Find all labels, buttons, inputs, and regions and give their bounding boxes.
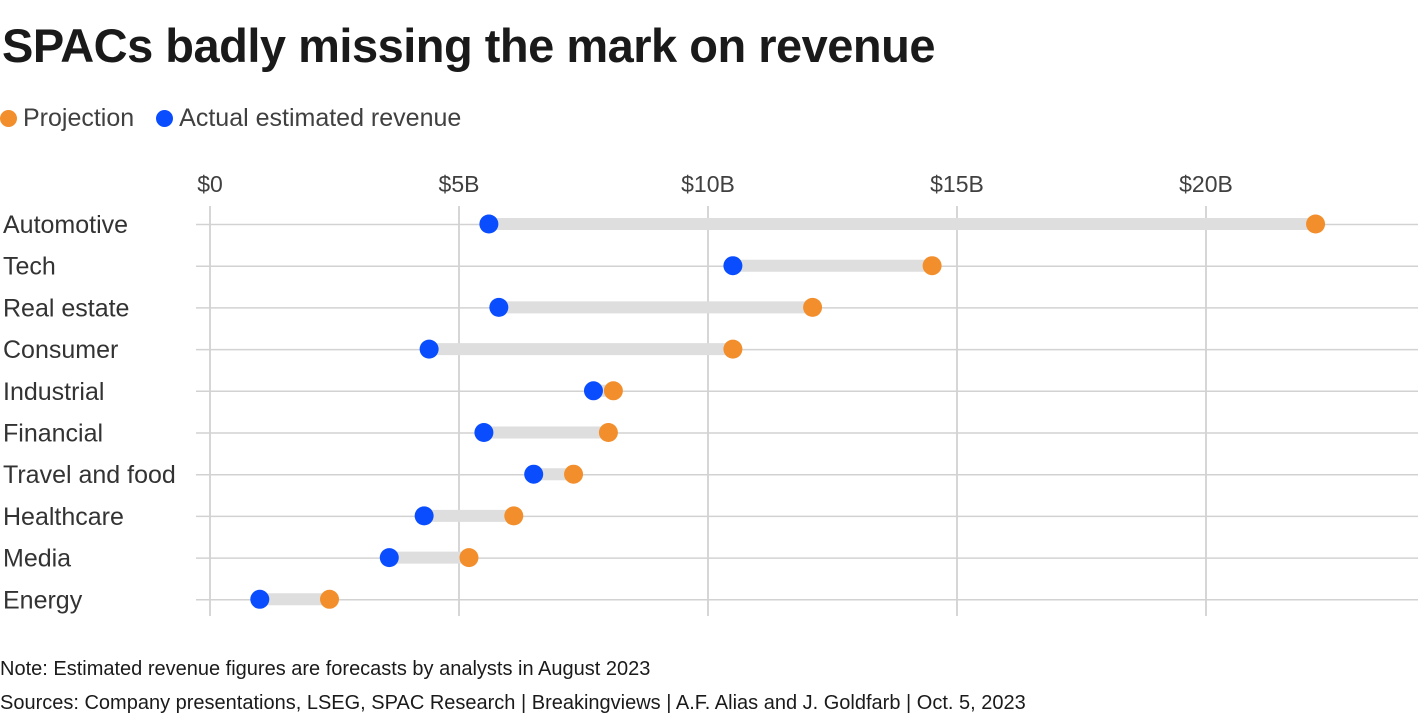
projection-point bbox=[803, 297, 823, 317]
chart-note: Note: Estimated revenue figures are fore… bbox=[0, 658, 651, 680]
projection-point bbox=[598, 423, 618, 442]
actual-point bbox=[250, 589, 270, 609]
x-tick-label: $10B bbox=[681, 171, 735, 197]
actual-point bbox=[474, 423, 494, 442]
legend-item-projection: Projection bbox=[0, 104, 134, 133]
projection-point bbox=[459, 548, 479, 568]
actual-point bbox=[479, 214, 499, 234]
actual-point bbox=[723, 256, 743, 276]
category-label: Travel and food bbox=[3, 461, 176, 489]
projection-point bbox=[1306, 214, 1326, 234]
actual-point bbox=[379, 548, 399, 568]
legend-label-actual: Actual estimated revenue bbox=[179, 104, 462, 132]
projection-point bbox=[564, 464, 584, 484]
chart-title: SPACs badly missing the mark on revenue bbox=[2, 19, 935, 72]
actual-point bbox=[419, 339, 439, 359]
actual-point bbox=[414, 506, 434, 526]
category-label: Media bbox=[3, 545, 71, 573]
dumbbell-chart: $0 $5B $10B $15B $20B Automotive Tech Real est… bbox=[3, 171, 1418, 616]
category-label: Tech bbox=[3, 253, 56, 281]
data-points bbox=[250, 214, 1326, 609]
projection-point bbox=[504, 506, 524, 526]
category-label: Energy bbox=[3, 586, 83, 614]
projection-point bbox=[320, 589, 340, 609]
legend-label-projection: Projection bbox=[23, 104, 135, 132]
category-labels: Automotive Tech Real estate Consumer Industr… bbox=[3, 211, 176, 614]
actual-point bbox=[583, 381, 603, 401]
x-tick-label: $5B bbox=[439, 171, 480, 197]
actual-point bbox=[489, 297, 509, 317]
category-label: Real estate bbox=[3, 294, 129, 322]
actual-point bbox=[524, 464, 544, 484]
legend-dot-actual-icon bbox=[156, 110, 174, 127]
legend-item-actual: Actual estimated revenue bbox=[156, 104, 461, 133]
legend: Projection Actual estimated revenue bbox=[0, 104, 483, 133]
x-tick-label: $15B bbox=[930, 171, 984, 197]
chart-sources: Sources: Company presentations, LSEG, SP… bbox=[0, 692, 1026, 714]
legend-dot-projection-icon bbox=[0, 110, 17, 127]
category-label: Financial bbox=[3, 420, 103, 448]
category-label: Healthcare bbox=[3, 503, 124, 531]
category-label: Consumer bbox=[3, 336, 118, 364]
category-label: Industrial bbox=[3, 378, 104, 406]
x-tick-label: $0 bbox=[197, 171, 223, 197]
connector-bars bbox=[259, 218, 1316, 606]
category-label: Automotive bbox=[3, 211, 128, 239]
projection-point bbox=[922, 256, 942, 276]
projection-point bbox=[723, 339, 743, 359]
x-tick-labels: $0 $5B $10B $15B $20B bbox=[197, 171, 1233, 197]
x-tick-label: $20B bbox=[1179, 171, 1233, 197]
projection-point bbox=[603, 381, 623, 401]
